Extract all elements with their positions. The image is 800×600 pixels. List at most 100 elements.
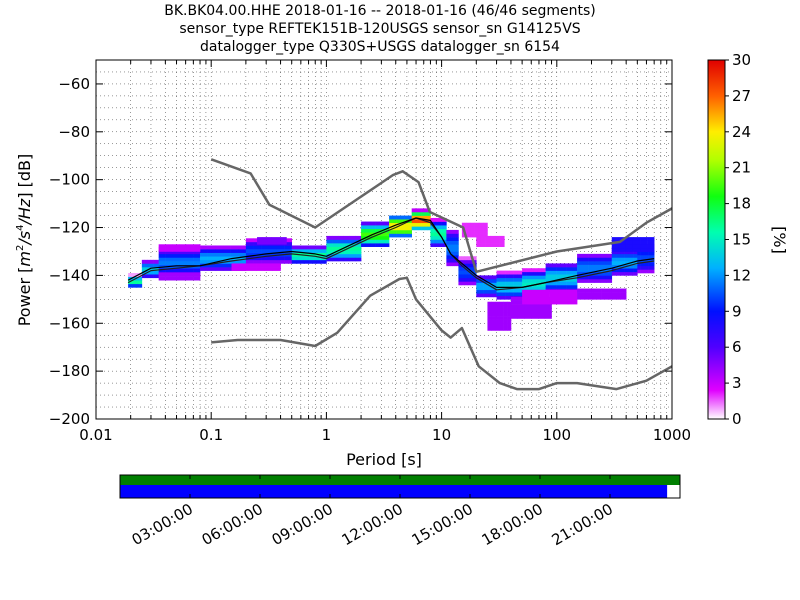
density-cell [134, 273, 138, 277]
density-outlier-cell [647, 240, 655, 245]
density-cell [594, 264, 601, 269]
density-cell [417, 226, 422, 231]
density-cell [556, 270, 562, 275]
density-cell [476, 289, 480, 294]
density-cell [513, 292, 519, 297]
density-cell [309, 245, 316, 250]
density-cell [537, 271, 543, 276]
density-cell [332, 239, 339, 244]
density-cell [193, 250, 201, 255]
density-outlier-cell [186, 273, 194, 277]
density-cell [361, 243, 367, 247]
density-outlier-cell [647, 244, 655, 249]
density-cell [379, 235, 385, 240]
density-cell [435, 217, 439, 222]
density-outlier-cell [503, 319, 508, 324]
density-cell [200, 259, 208, 264]
density-cell [628, 257, 634, 262]
density-cell [628, 271, 634, 276]
density-cell [645, 269, 649, 274]
density-outlier-cell [524, 304, 532, 309]
density-cell [458, 263, 462, 268]
density-cell [343, 239, 350, 244]
plot-frame [95, 59, 673, 420]
density-cell [438, 228, 442, 233]
density-cell [640, 255, 644, 259]
density-cell [276, 259, 285, 264]
density-cell [238, 245, 247, 250]
density-cell [291, 256, 298, 261]
density-cell [456, 233, 459, 238]
density-cell [509, 270, 514, 275]
density-outlier-cell [524, 311, 532, 316]
density-cell [582, 275, 589, 280]
density-cell [633, 250, 638, 255]
density-cell [448, 244, 451, 249]
density-cell [153, 274, 157, 279]
density-outlier-cell [522, 293, 532, 298]
density-cell [384, 243, 390, 247]
density-cell [130, 283, 133, 288]
density-cell [446, 247, 449, 252]
density-cell [616, 261, 621, 265]
density-cell [365, 225, 371, 230]
density-outlier-cell [281, 237, 287, 241]
density-outlier-cell [531, 314, 539, 319]
density-cell [400, 219, 405, 224]
density-cell [253, 249, 262, 253]
density-cell [441, 228, 445, 233]
density-outlier-cell [276, 237, 282, 241]
density-cell [577, 261, 584, 265]
density-cell [384, 235, 390, 240]
density-outlier-cell [540, 296, 550, 301]
density-outlier-cell [266, 240, 273, 245]
density-cell [430, 243, 434, 247]
density-cell [430, 228, 434, 233]
density-cell [454, 240, 457, 245]
density-outlier-cell [172, 273, 180, 277]
density-cell [421, 211, 425, 216]
density-cell [245, 238, 254, 243]
density-cell [407, 229, 412, 234]
density-outlier-cell [640, 244, 648, 249]
density-outlier-cell [507, 308, 512, 313]
density-outlier-cell [179, 247, 187, 252]
density-cell [355, 257, 362, 262]
density-cell [550, 267, 557, 271]
density-cell [571, 267, 578, 271]
density-cell [384, 225, 390, 230]
y-tick-label: −160 [49, 314, 90, 332]
density-cell [476, 275, 480, 280]
density-cell [147, 270, 151, 275]
density-cell [343, 243, 350, 247]
density-cell [450, 247, 453, 252]
density-outlier-cell [495, 301, 500, 306]
density-cell [421, 226, 425, 231]
density-cell [343, 250, 350, 255]
density-cell [424, 226, 428, 231]
density-cell [303, 252, 310, 257]
density-cell [616, 271, 621, 276]
density-cell [566, 270, 573, 275]
density-outlier-cell [264, 263, 273, 268]
density-cell [253, 259, 262, 264]
density-cell [253, 256, 262, 261]
density-outlier-cell [487, 305, 492, 310]
density-cell [509, 274, 514, 279]
density-outlier-cell [503, 305, 508, 310]
density-cell [452, 237, 455, 241]
density-cell [158, 250, 166, 255]
density-cell [441, 239, 445, 244]
density-cell [522, 286, 527, 291]
density-cell [458, 277, 462, 282]
density-cell [446, 255, 449, 259]
density-outlier-cell [524, 307, 532, 312]
density-cell [165, 253, 173, 258]
density-cell [505, 270, 510, 275]
colorbar-tick-label: 0 [732, 410, 742, 428]
density-cell [284, 245, 293, 250]
density-cell [147, 259, 151, 264]
density-cell [158, 268, 166, 273]
density-cell [291, 249, 298, 253]
